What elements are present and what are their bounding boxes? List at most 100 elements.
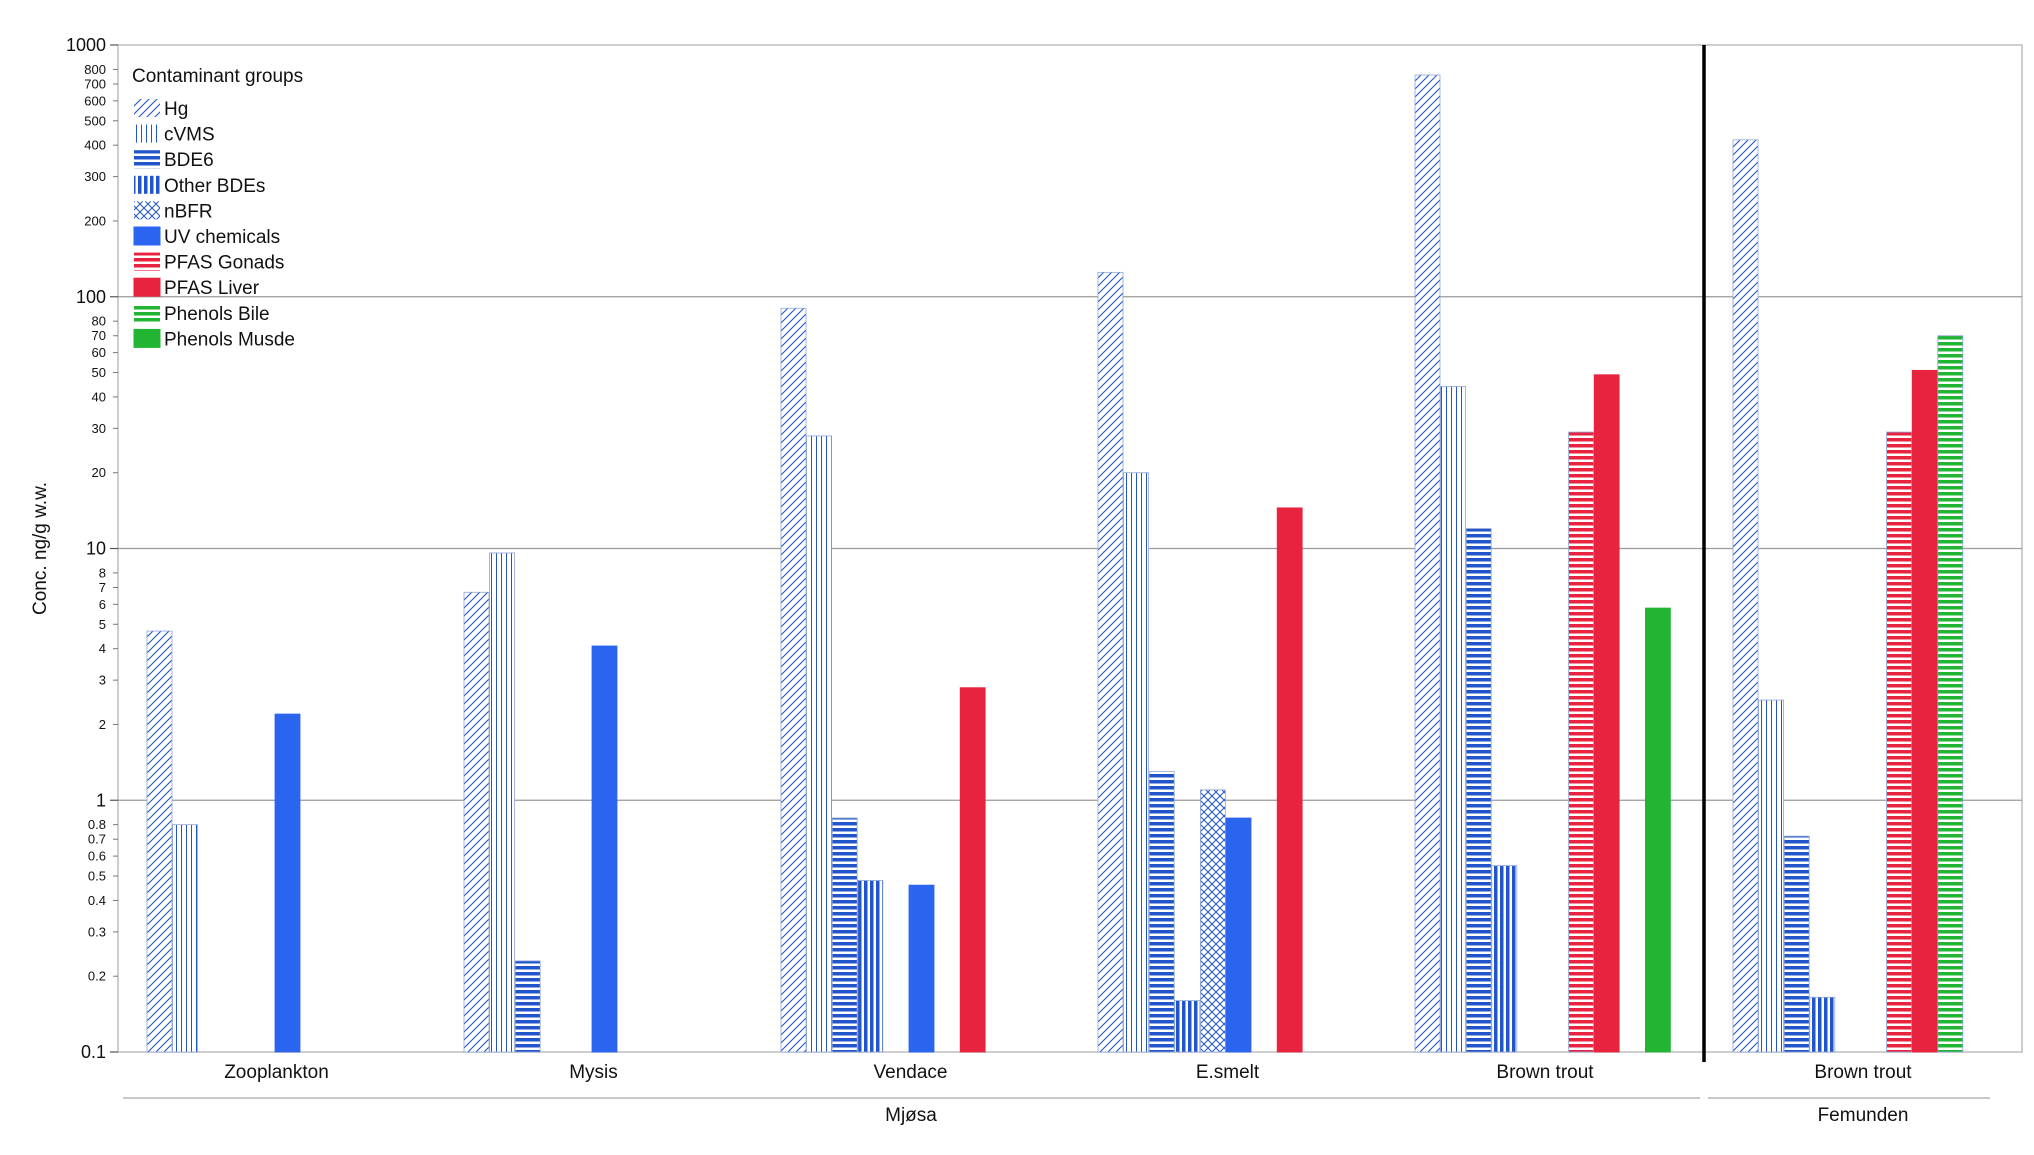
y-minor-tick-label: 50 xyxy=(92,365,106,380)
bar-uv-chemicals xyxy=(1225,817,1252,1053)
legend-swatch xyxy=(134,150,160,169)
bar-bde6 xyxy=(514,960,541,1053)
y-minor-tick-label: 200 xyxy=(84,213,106,228)
y-minor-tick-label: 500 xyxy=(84,113,106,128)
group-label: Femunden xyxy=(1818,1105,1909,1126)
y-minor-tick-label: 0.2 xyxy=(88,969,106,984)
y-tick-label: 10 xyxy=(86,539,106,559)
y-minor-tick-label: 80 xyxy=(92,314,106,329)
legend-item-label: Hg xyxy=(164,99,188,120)
legend-item-label: BDE6 xyxy=(164,150,214,171)
y-minor-tick-label: 30 xyxy=(92,421,106,436)
y-minor-tick-label: 0.4 xyxy=(88,893,106,908)
bar-other-bdes xyxy=(857,880,884,1053)
legend-item-label: UV chemicals xyxy=(164,227,280,248)
y-tick-label: 100 xyxy=(76,287,106,307)
y-minor-tick-label: 0.6 xyxy=(88,849,106,864)
bar-phenols-bile xyxy=(1937,335,1964,1053)
group-label: Mjøsa xyxy=(885,1105,937,1126)
x-category-label: Brown trout xyxy=(1496,1062,1594,1083)
bar-bde6 xyxy=(1148,771,1175,1053)
bar-bde6 xyxy=(1783,835,1810,1053)
y-minor-tick-label: 60 xyxy=(92,345,106,360)
bar-hg xyxy=(1097,271,1124,1053)
legend-swatch xyxy=(134,124,160,143)
legend-swatch xyxy=(134,175,160,194)
bar-pfas-gonads xyxy=(1886,431,1912,1053)
legend-swatch xyxy=(134,99,160,117)
x-category-label: Brown trout xyxy=(1814,1062,1912,1083)
bar-cvms xyxy=(1440,386,1466,1053)
legend-swatch xyxy=(133,277,161,297)
bar-cvms xyxy=(172,824,199,1053)
legend-item-label: Phenols Musde xyxy=(164,329,295,350)
legend-swatch xyxy=(134,303,160,322)
bar-cvms xyxy=(489,552,516,1053)
bar-bde6 xyxy=(831,817,858,1053)
axes: 0.1 1 10 100 1000 0.2 0.3 0.4 0.5 0.6 0.70.8 2 3 4 5 6 7… xyxy=(30,35,1990,1126)
legend-title: Contaminant groups xyxy=(132,66,303,87)
bar-other-bdes xyxy=(1491,865,1518,1053)
y-minor-tick-label: 0.7 xyxy=(88,832,106,847)
y-minor-tick-label: 4 xyxy=(99,641,106,656)
y-minor-tick-label: 0.8 xyxy=(88,817,106,832)
y-tick-label: 1 xyxy=(96,790,106,810)
bar-hg xyxy=(146,630,173,1053)
x-category-label: E.smelt xyxy=(1196,1062,1260,1083)
y-minor-tick-label: 300 xyxy=(84,169,106,184)
y-minor-tick-label: 8 xyxy=(99,565,106,580)
legend-item-label: Other BDEs xyxy=(164,176,265,197)
x-category-label: Vendace xyxy=(874,1062,948,1083)
legend-item-label: cVMS xyxy=(164,125,215,146)
bar-other-bdes xyxy=(1809,996,1836,1053)
y-minor-tick-label: 40 xyxy=(92,389,106,404)
bar-bde6 xyxy=(1465,528,1492,1053)
y-minor-tick-label: 20 xyxy=(92,465,106,480)
y-minor-tick-label: 70 xyxy=(92,328,106,343)
bar-uv-chemicals xyxy=(274,713,301,1053)
bar-cvms xyxy=(1758,699,1784,1053)
y-tick-label: 1000 xyxy=(66,35,106,55)
legend-swatch xyxy=(134,201,160,220)
legend-item-label: PFAS Gonads xyxy=(164,253,284,274)
legend-item-label: Phenols Bile xyxy=(164,304,270,325)
bar-nbfr xyxy=(1200,789,1226,1053)
bar-uv-chemicals xyxy=(908,884,935,1053)
bar-pfas-liver xyxy=(1911,369,1938,1053)
y-minor-tick-label: 800 xyxy=(84,62,106,77)
y-minor-tick-label: 700 xyxy=(84,76,106,91)
bar-pfas-liver xyxy=(1276,507,1303,1053)
y-minor-tick-label: 400 xyxy=(84,138,106,153)
bar-cvms xyxy=(1123,472,1149,1053)
bar-uv-chemicals xyxy=(591,645,618,1053)
bar-pfas-liver xyxy=(959,687,986,1053)
legend-item-label: nBFR xyxy=(164,201,213,222)
bar-hg xyxy=(463,591,490,1053)
y-minor-tick-label: 7 xyxy=(99,580,106,595)
y-axis-label: Conc. ng/g w.w. xyxy=(30,482,51,615)
bars xyxy=(146,74,1964,1053)
y-minor-tick-label: 6 xyxy=(99,597,106,612)
y-minor-tick-label: 600 xyxy=(84,93,106,108)
bar-cvms xyxy=(806,435,832,1053)
x-category-label: Mysis xyxy=(569,1062,618,1083)
y-minor-tick-label: 2 xyxy=(99,717,106,732)
bar-hg xyxy=(1414,74,1441,1053)
legend-swatch xyxy=(134,252,160,271)
bar-phenols-musde xyxy=(1645,607,1671,1053)
legend-swatch xyxy=(133,328,161,348)
y-minor-tick-label: 3 xyxy=(99,673,106,688)
bar-pfas-liver xyxy=(1593,374,1620,1053)
bar-pfas-gonads xyxy=(1568,431,1594,1053)
x-category-label: Zooplankton xyxy=(224,1062,329,1083)
bar-hg xyxy=(780,307,807,1053)
y-tick-label: 0.1 xyxy=(81,1042,106,1062)
bar-other-bdes xyxy=(1174,1000,1201,1053)
bar-hg xyxy=(1732,139,1759,1053)
y-minor-tick-label: 0.3 xyxy=(88,924,106,939)
legend-swatch xyxy=(133,226,161,246)
legend: Contaminant groups Hg cVMS BDE6 Other BDEs nB… xyxy=(132,66,303,350)
y-minor-tick-label: 0.5 xyxy=(88,869,106,884)
